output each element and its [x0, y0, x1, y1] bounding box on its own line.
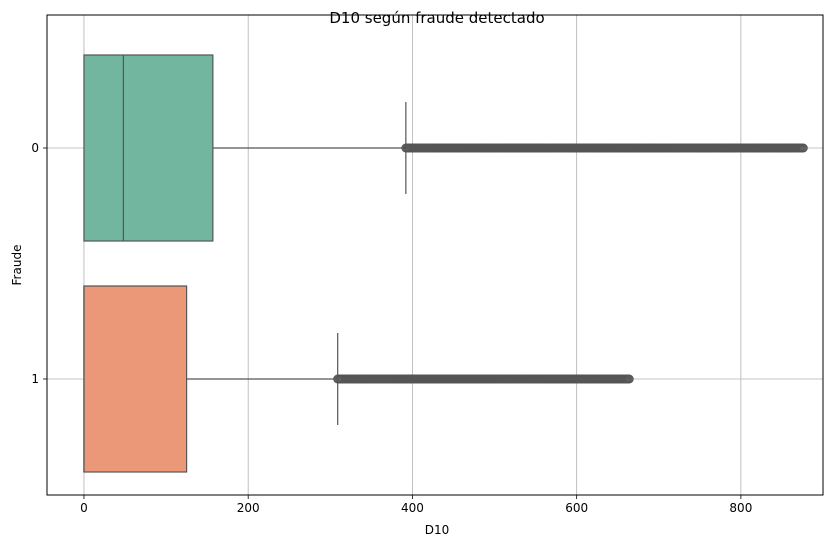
outlier-point	[624, 374, 634, 384]
x-tick-label: 800	[729, 501, 752, 515]
x-tick-label: 600	[565, 501, 588, 515]
box-group-0	[83, 54, 808, 242]
box-group-1	[83, 285, 634, 473]
y-tick-label: 0	[31, 141, 39, 155]
outliers	[333, 374, 634, 384]
box-plots	[83, 54, 808, 473]
y-tick-label: 1	[31, 372, 39, 386]
y-axis-label: Fraude	[10, 245, 24, 286]
box-1	[83, 285, 188, 473]
x-axis-label: D10	[425, 523, 450, 537]
x-axis-ticks: 0 200 400 600 800	[80, 495, 752, 515]
x-tick-label: 200	[237, 501, 260, 515]
outlier-point	[798, 143, 808, 153]
x-tick-label: 0	[80, 501, 88, 515]
outliers	[401, 143, 808, 153]
x-tick-label: 400	[401, 501, 424, 515]
plot-frame	[46, 14, 824, 496]
chart-title: D10 según fraude detectado	[329, 9, 544, 27]
box-0	[83, 54, 214, 242]
y-axis-ticks: 01	[31, 141, 47, 386]
